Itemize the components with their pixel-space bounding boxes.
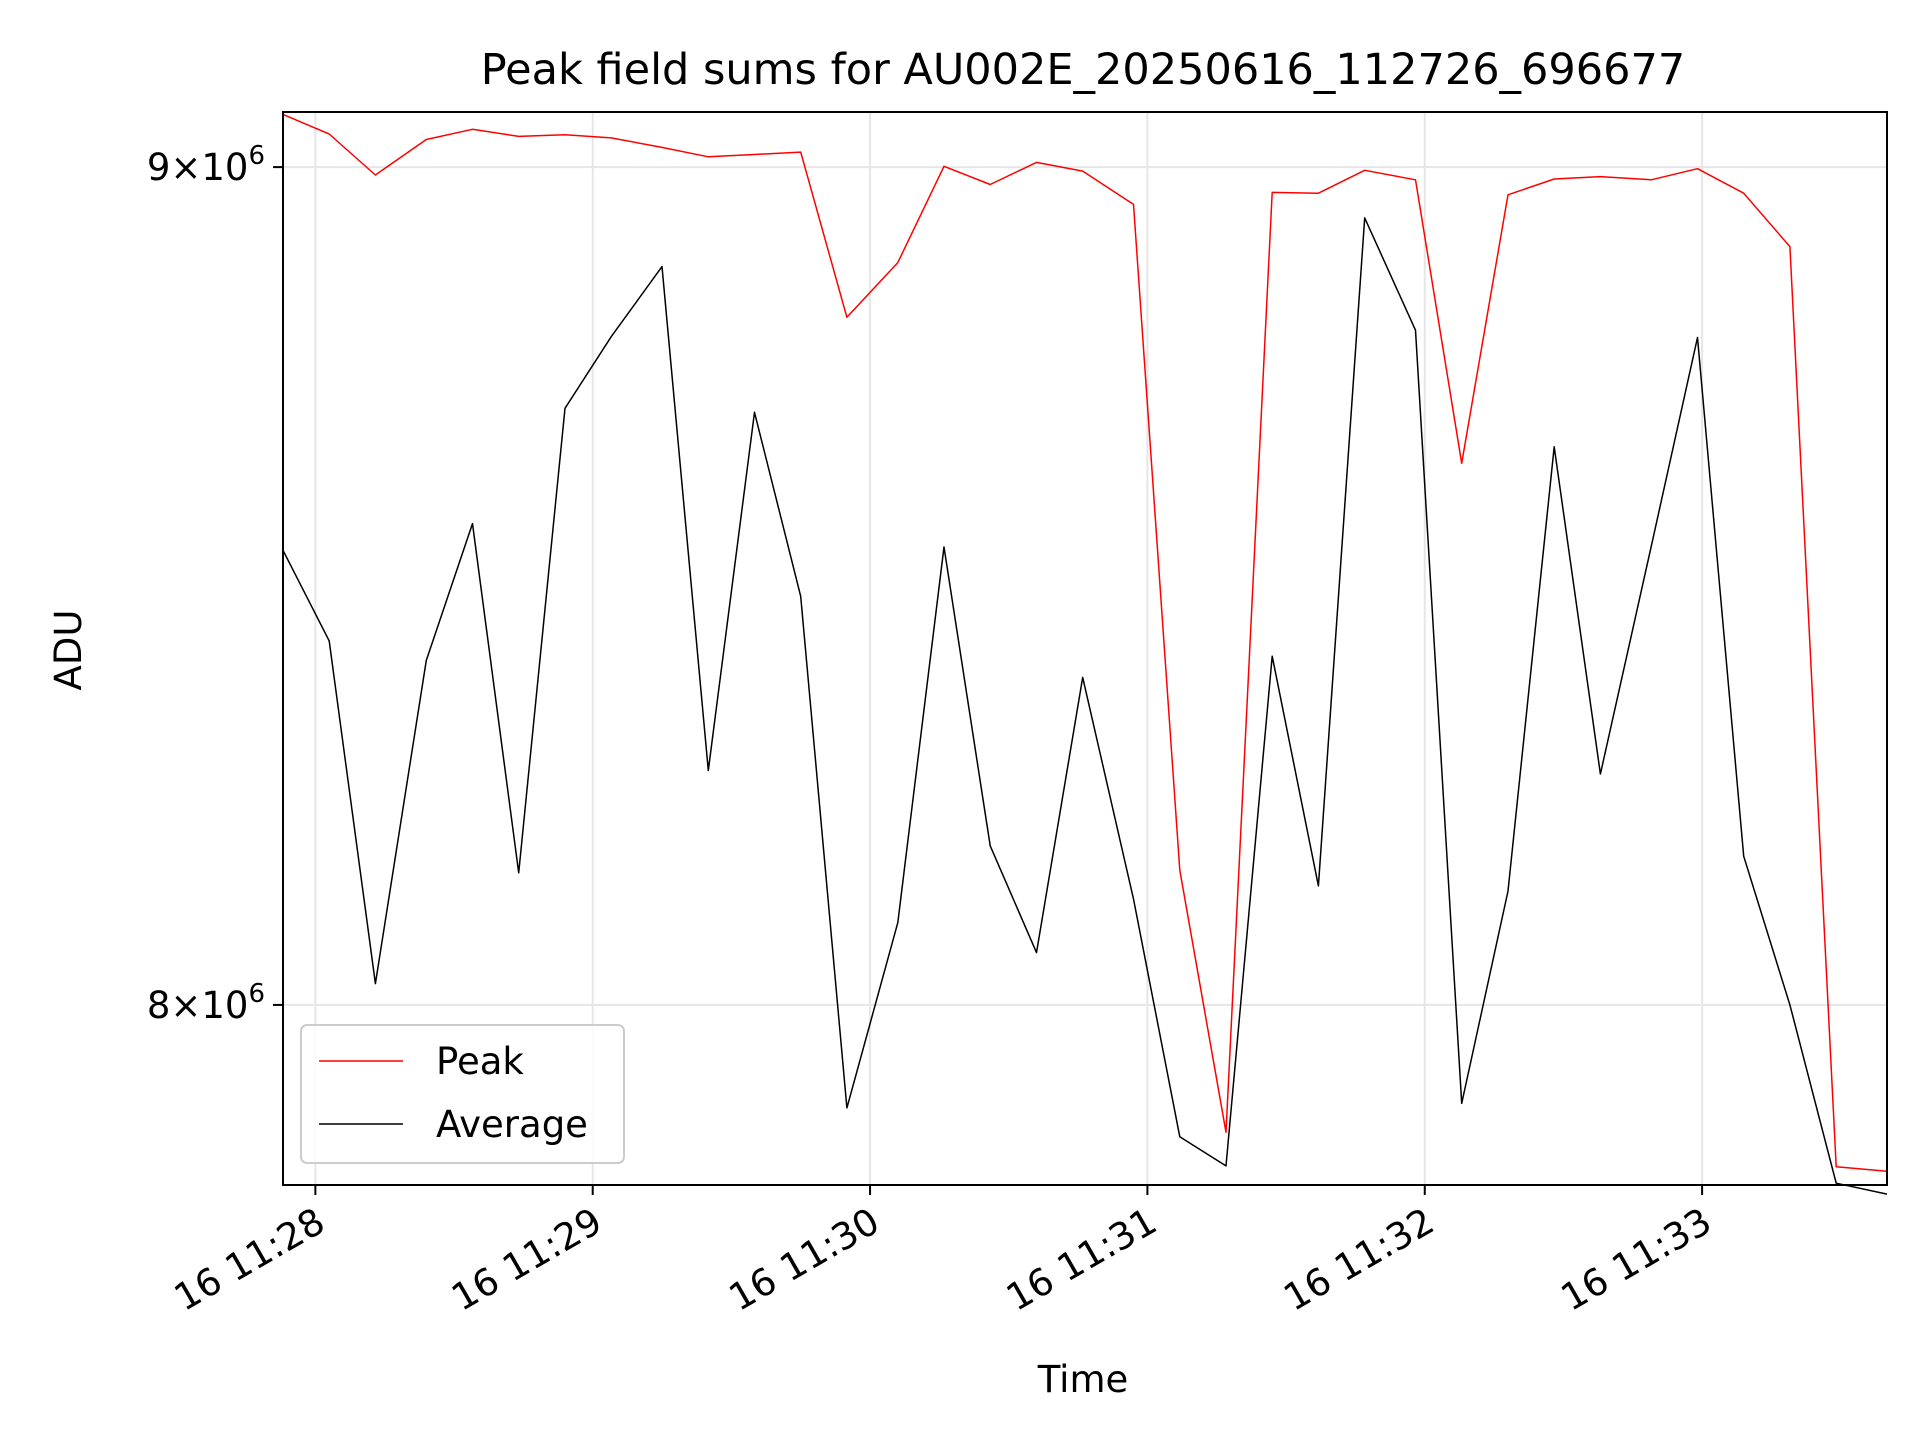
x-tick-label: 16 11:31 [999,1200,1164,1320]
plot-frame [282,111,1888,1186]
series-line-average [282,217,1888,1195]
y-tick-label: 9×106 [147,141,265,189]
series-line-peak [282,113,1888,1173]
grid-lines [283,112,1887,1185]
y-tick-label: 8×106 [147,979,265,1027]
legend-label: Average [436,1103,588,1146]
chart-title: Peak field sums for AU002E_20250616_1127… [481,45,1685,95]
x-tick-label: 16 11:29 [444,1200,609,1320]
x-tick-label: 16 11:28 [167,1200,332,1320]
x-tick-label: 16 11:30 [722,1200,887,1320]
y-axis: 9×106 8×106 [147,141,283,1027]
legend-box [300,1024,625,1164]
x-axis-label: Time [1037,1358,1129,1401]
x-tick-label: 16 11:32 [1276,1200,1441,1320]
x-tick-label: 16 11:33 [1554,1200,1719,1320]
y-axis-label: ADU [47,610,90,691]
x-axis: 16 11:28 16 11:29 16 11:30 16 11:31 16 11:32… [167,1185,1719,1320]
plot-lines [282,113,1888,1195]
legend: Peak Average [300,1024,625,1164]
legend-label: Peak [436,1040,524,1083]
